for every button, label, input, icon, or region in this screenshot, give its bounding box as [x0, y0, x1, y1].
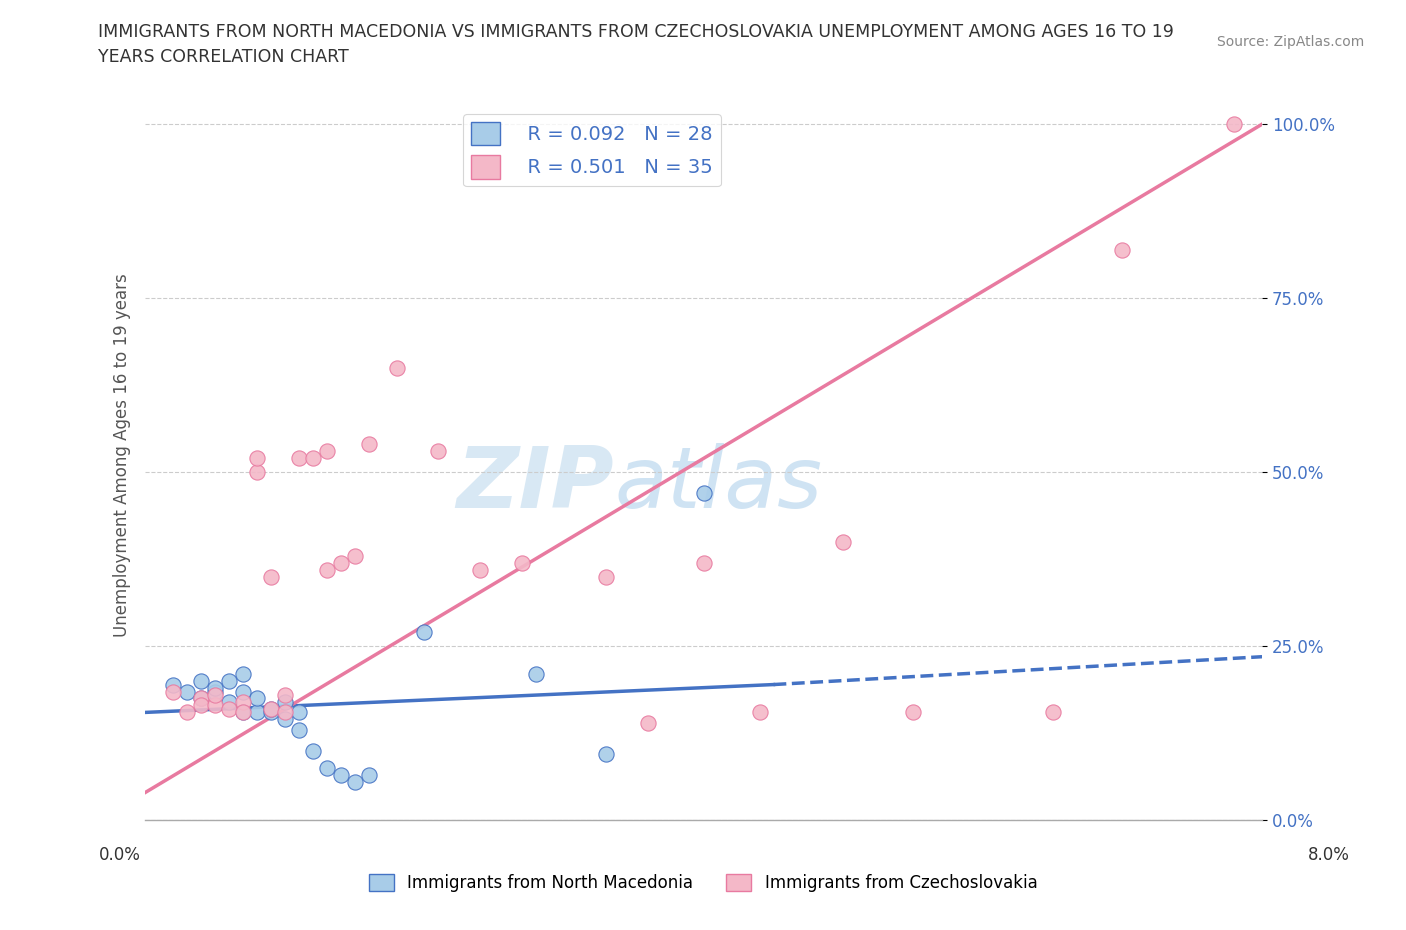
Point [357, 437, 380, 452]
Point [301, 743, 323, 758]
Point [301, 451, 323, 466]
Point [274, 695, 297, 710]
Point [595, 747, 617, 762]
Point [832, 535, 855, 550]
Point [315, 444, 337, 458]
Text: Source: ZipAtlas.com: Source: ZipAtlas.com [1216, 35, 1364, 49]
Point [232, 695, 254, 710]
Point [413, 625, 436, 640]
Point [595, 569, 617, 584]
Text: 0.0%: 0.0% [98, 846, 141, 864]
Point [288, 705, 311, 720]
Point [470, 563, 492, 578]
Point [427, 444, 450, 458]
Point [246, 691, 269, 706]
Point [510, 555, 533, 570]
Text: atlas: atlas [614, 443, 823, 525]
Point [162, 684, 184, 699]
Point [232, 684, 254, 699]
Point [218, 695, 240, 710]
Point [260, 701, 283, 716]
Point [692, 555, 714, 570]
Point [246, 705, 269, 720]
Y-axis label: Unemployment Among Ages 16 to 19 years: Unemployment Among Ages 16 to 19 years [114, 273, 131, 637]
Point [260, 569, 283, 584]
Point [204, 681, 226, 696]
Point [190, 691, 212, 706]
Point [232, 705, 254, 720]
Text: 8.0%: 8.0% [1308, 846, 1350, 864]
Text: IMMIGRANTS FROM NORTH MACEDONIA VS IMMIGRANTS FROM CZECHOSLOVAKIA UNEMPLOYMENT A: IMMIGRANTS FROM NORTH MACEDONIA VS IMMIG… [98, 23, 1174, 66]
Point [1042, 705, 1064, 720]
Point [260, 705, 283, 720]
Point [692, 485, 714, 500]
Point [274, 712, 297, 727]
Point [232, 705, 254, 720]
Point [274, 687, 297, 702]
Point [218, 673, 240, 688]
Point [1111, 242, 1133, 257]
Point [246, 451, 269, 466]
Point [748, 705, 770, 720]
Legend: Immigrants from North Macedonia, Immigrants from Czechoslovakia: Immigrants from North Macedonia, Immigra… [361, 867, 1045, 898]
Point [288, 723, 311, 737]
Point [1223, 117, 1246, 132]
Point [385, 361, 408, 376]
Point [204, 698, 226, 713]
Point [260, 701, 283, 716]
Point [357, 767, 380, 782]
Point [232, 667, 254, 682]
Point [176, 684, 198, 699]
Point [315, 761, 337, 776]
Point [637, 715, 659, 730]
Point [246, 465, 269, 480]
Point [218, 701, 240, 716]
Legend:   R = 0.092   N = 28,   R = 0.501   N = 35: R = 0.092 N = 28, R = 0.501 N = 35 [463, 113, 721, 186]
Point [329, 767, 352, 782]
Point [176, 705, 198, 720]
Point [190, 698, 212, 713]
Point [274, 705, 297, 720]
Point [315, 563, 337, 578]
Point [524, 667, 547, 682]
Point [288, 451, 311, 466]
Point [204, 684, 226, 699]
Text: ZIP: ZIP [457, 443, 614, 525]
Point [329, 555, 352, 570]
Point [162, 677, 184, 692]
Point [343, 775, 366, 790]
Point [901, 705, 924, 720]
Point [190, 673, 212, 688]
Point [343, 549, 366, 564]
Point [190, 691, 212, 706]
Point [204, 687, 226, 702]
